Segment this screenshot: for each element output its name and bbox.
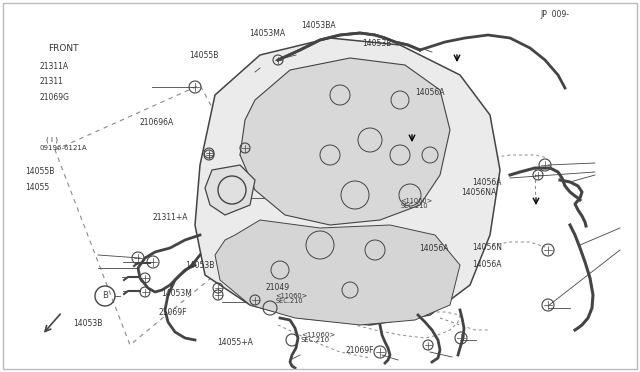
- Polygon shape: [240, 58, 450, 225]
- Text: SEC.210: SEC.210: [275, 298, 303, 304]
- Text: 14055+A: 14055+A: [218, 338, 253, 347]
- Text: 210696A: 210696A: [140, 118, 174, 126]
- Text: 14053M: 14053M: [161, 289, 192, 298]
- Text: <11060>: <11060>: [301, 332, 335, 338]
- Polygon shape: [205, 165, 255, 215]
- Text: 14056N: 14056N: [472, 243, 502, 251]
- Text: 14056A: 14056A: [415, 88, 444, 97]
- Text: 21069F: 21069F: [346, 346, 374, 355]
- Text: 14053B: 14053B: [74, 319, 103, 328]
- Text: 14056A: 14056A: [419, 244, 449, 253]
- Text: 14055: 14055: [26, 183, 50, 192]
- Text: 21069F: 21069F: [159, 308, 188, 317]
- Polygon shape: [215, 220, 460, 325]
- Text: ( I ): ( I ): [46, 137, 58, 143]
- Text: 14056A: 14056A: [472, 260, 502, 269]
- Text: 14053BA: 14053BA: [301, 21, 335, 30]
- Polygon shape: [195, 38, 500, 325]
- Text: 21311+A: 21311+A: [152, 213, 188, 222]
- Text: SEC.210: SEC.210: [301, 337, 330, 343]
- Text: 14053B: 14053B: [362, 39, 392, 48]
- Text: 14056A: 14056A: [472, 178, 502, 187]
- Text: SEC.210: SEC.210: [401, 203, 428, 209]
- Text: 09196-6121A: 09196-6121A: [40, 145, 87, 151]
- Text: 14056NA: 14056NA: [461, 188, 496, 197]
- Text: JP  009-: JP 009-: [541, 10, 570, 19]
- Text: <11060>: <11060>: [401, 198, 433, 204]
- Text: 21049: 21049: [266, 283, 290, 292]
- Text: 21311A: 21311A: [40, 62, 69, 71]
- Text: <11060>: <11060>: [275, 293, 307, 299]
- Text: B: B: [102, 292, 108, 301]
- Text: 21069G: 21069G: [40, 93, 70, 102]
- Text: 21311: 21311: [40, 77, 63, 86]
- Text: 14055B: 14055B: [189, 51, 218, 60]
- Text: 14053MA: 14053MA: [250, 29, 285, 38]
- Text: 14053B: 14053B: [186, 261, 215, 270]
- Text: FRONT: FRONT: [48, 44, 79, 53]
- Text: 14055B: 14055B: [26, 167, 55, 176]
